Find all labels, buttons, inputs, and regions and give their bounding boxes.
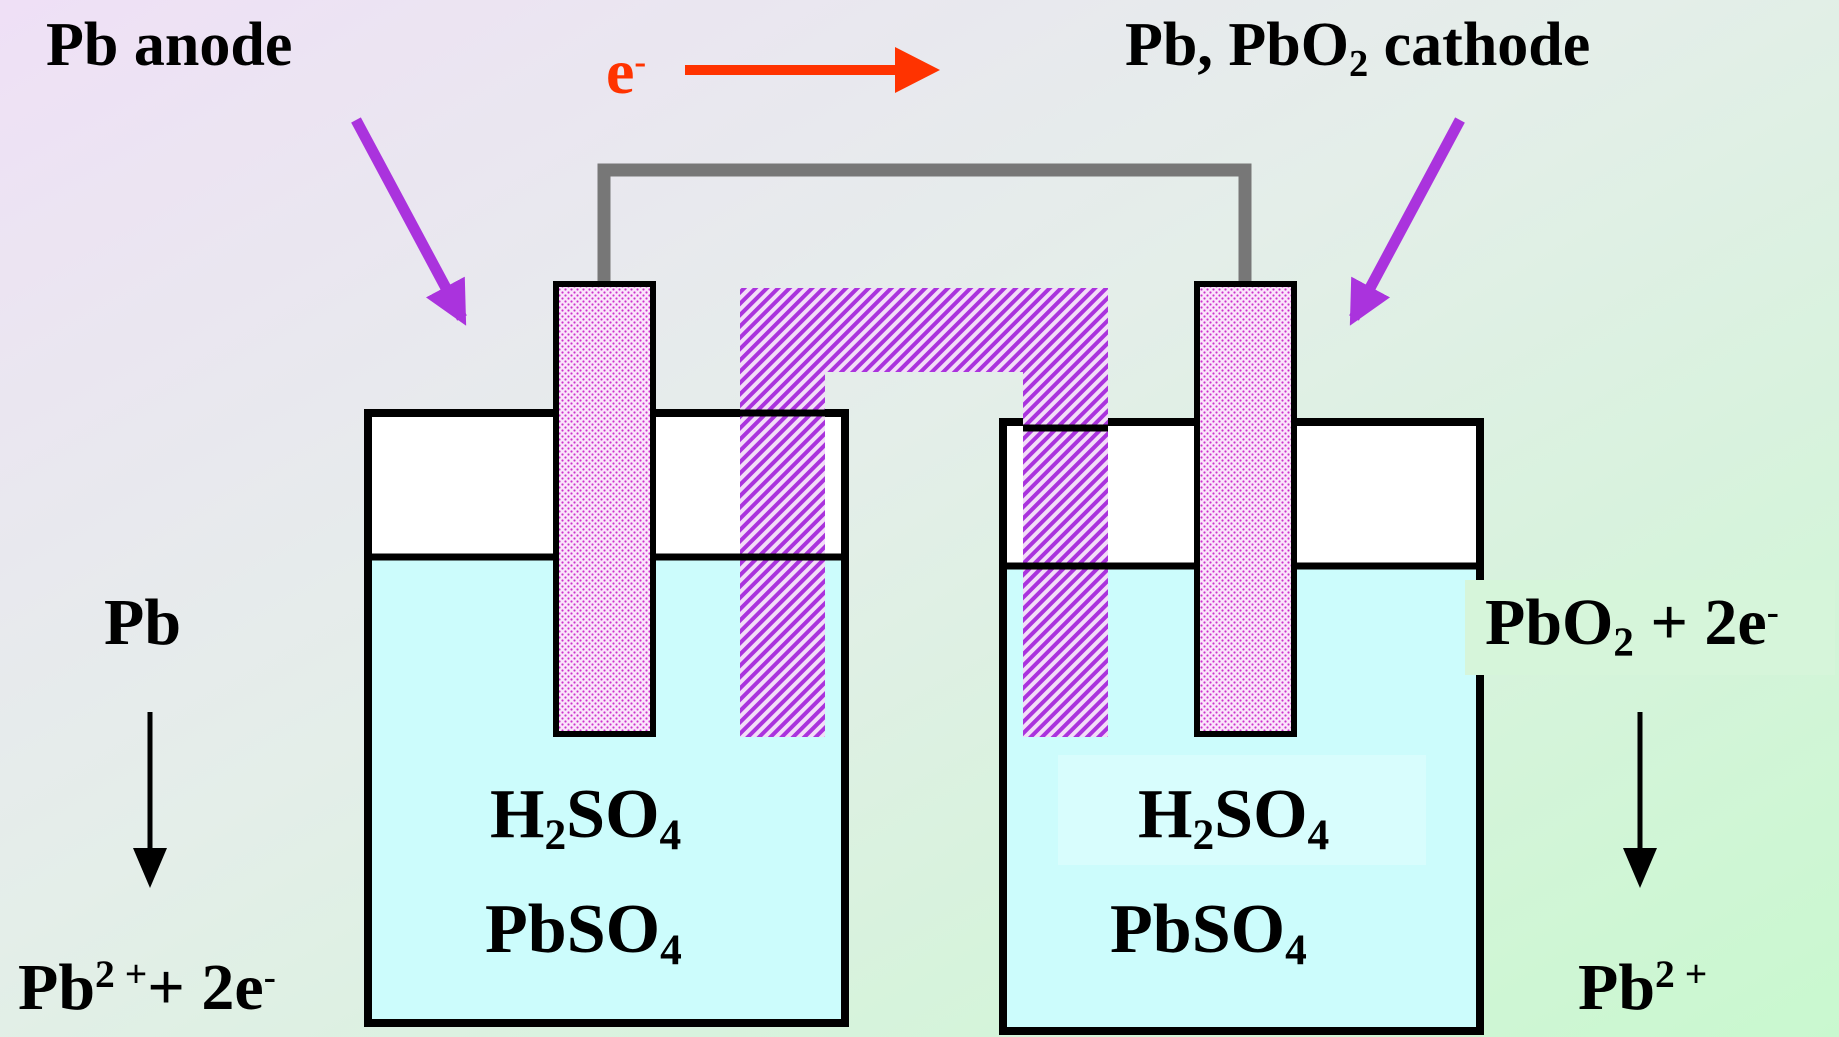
electron-flow-arrow-icon (685, 47, 940, 93)
left-reactant-label: Pb (104, 586, 182, 659)
right-cell-salt-label: PbSO4 (1110, 891, 1307, 975)
left-product-label: Pb2 ++ 2e- (18, 951, 276, 1024)
external-wire (597, 163, 1252, 284)
left-reaction-arrow-icon (133, 712, 167, 888)
right-label-backing (1465, 580, 1835, 675)
right-cell-label-backing (1058, 755, 1426, 865)
right-reactant-label: PbO2 + 2e- (1485, 586, 1779, 665)
electron-label: e- (606, 36, 647, 107)
right-reaction-arrow-icon (1623, 712, 1657, 888)
anode-pointer-arrow (351, 117, 467, 326)
left-cell-salt-label: PbSO4 (485, 891, 682, 975)
cathode-electrode (1194, 281, 1297, 737)
left-cell-acid-label: H2SO4 (490, 776, 682, 860)
salt-bridge (740, 288, 1108, 737)
anode-label: Pb anode (46, 11, 293, 79)
anode-electrode (553, 281, 656, 737)
right-cell-acid-label: H2SO4 (1138, 776, 1330, 860)
cathode-label: Pb, PbO2 cathode (1125, 11, 1591, 85)
right-product-label: Pb2 + (1578, 951, 1708, 1024)
cathode-pointer-arrow (1349, 117, 1465, 326)
